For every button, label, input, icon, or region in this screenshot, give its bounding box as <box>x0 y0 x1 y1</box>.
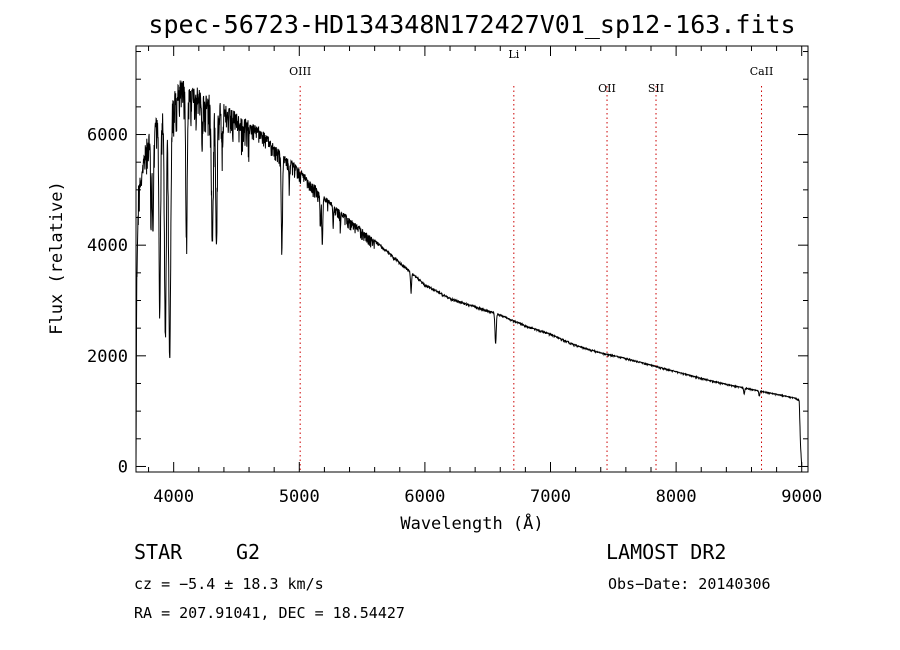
x-tick-label: 8000 <box>656 487 697 507</box>
observation-date: Obs−Date: 20140306 <box>608 575 771 593</box>
spectrum-chart: spec-56723-HD134348N172427V01_sp12-163.f… <box>47 10 822 534</box>
spectral-line-label: CaII <box>750 65 774 78</box>
y-axis-label: Flux (relative) <box>47 181 67 335</box>
y-tick-label: 4000 <box>87 236 128 256</box>
x-tick-label: 6000 <box>404 487 445 507</box>
spectral-line-markers: OIII Li OII SII CaII <box>289 48 773 472</box>
x-tick-label: 4000 <box>153 487 194 507</box>
spectral-line-label: SII <box>648 82 664 95</box>
y-tick-label: 0 <box>118 457 128 477</box>
redshift-readout: cz = −5.4 ± 18.3 km/s <box>134 575 324 593</box>
axis-ticks: 4000 5000 6000 7000 8000 9000 0 2000 4000 6000 <box>87 46 822 507</box>
survey-name: LAMOST DR2 <box>606 540 727 564</box>
x-tick-label: 7000 <box>530 487 571 507</box>
y-tick-label: 2000 <box>87 347 128 367</box>
spectral-line-label: OII <box>598 82 616 95</box>
spectral-line-label: Li <box>508 48 519 61</box>
x-axis-label: Wavelength (Å) <box>400 512 543 534</box>
y-tick-label: 6000 <box>87 126 128 146</box>
spectral-line-label: OIII <box>289 65 311 78</box>
object-type: STAR <box>134 540 183 564</box>
x-tick-label: 5000 <box>279 487 320 507</box>
chart-title: spec-56723-HD134348N172427V01_sp12-163.f… <box>148 10 795 39</box>
x-tick-label: 9000 <box>781 487 822 507</box>
plot-frame <box>135 45 809 473</box>
object-subclass: G2 <box>236 540 261 564</box>
spectrum-line <box>135 80 803 467</box>
plot-border <box>135 45 809 473</box>
coordinates: RA = 207.91041, DEC = 18.54427 <box>134 604 405 622</box>
